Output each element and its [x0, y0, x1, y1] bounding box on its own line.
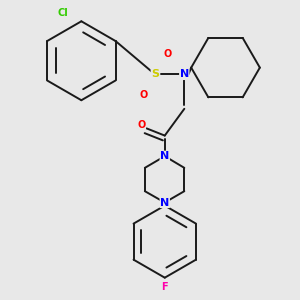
Text: O: O	[163, 49, 171, 59]
Text: O: O	[139, 90, 147, 100]
Text: N: N	[160, 151, 170, 161]
Text: N: N	[180, 70, 189, 80]
Text: F: F	[161, 282, 168, 292]
Text: N: N	[160, 197, 170, 208]
Text: O: O	[137, 120, 146, 130]
Text: Cl: Cl	[58, 8, 68, 18]
Text: S: S	[151, 70, 159, 80]
